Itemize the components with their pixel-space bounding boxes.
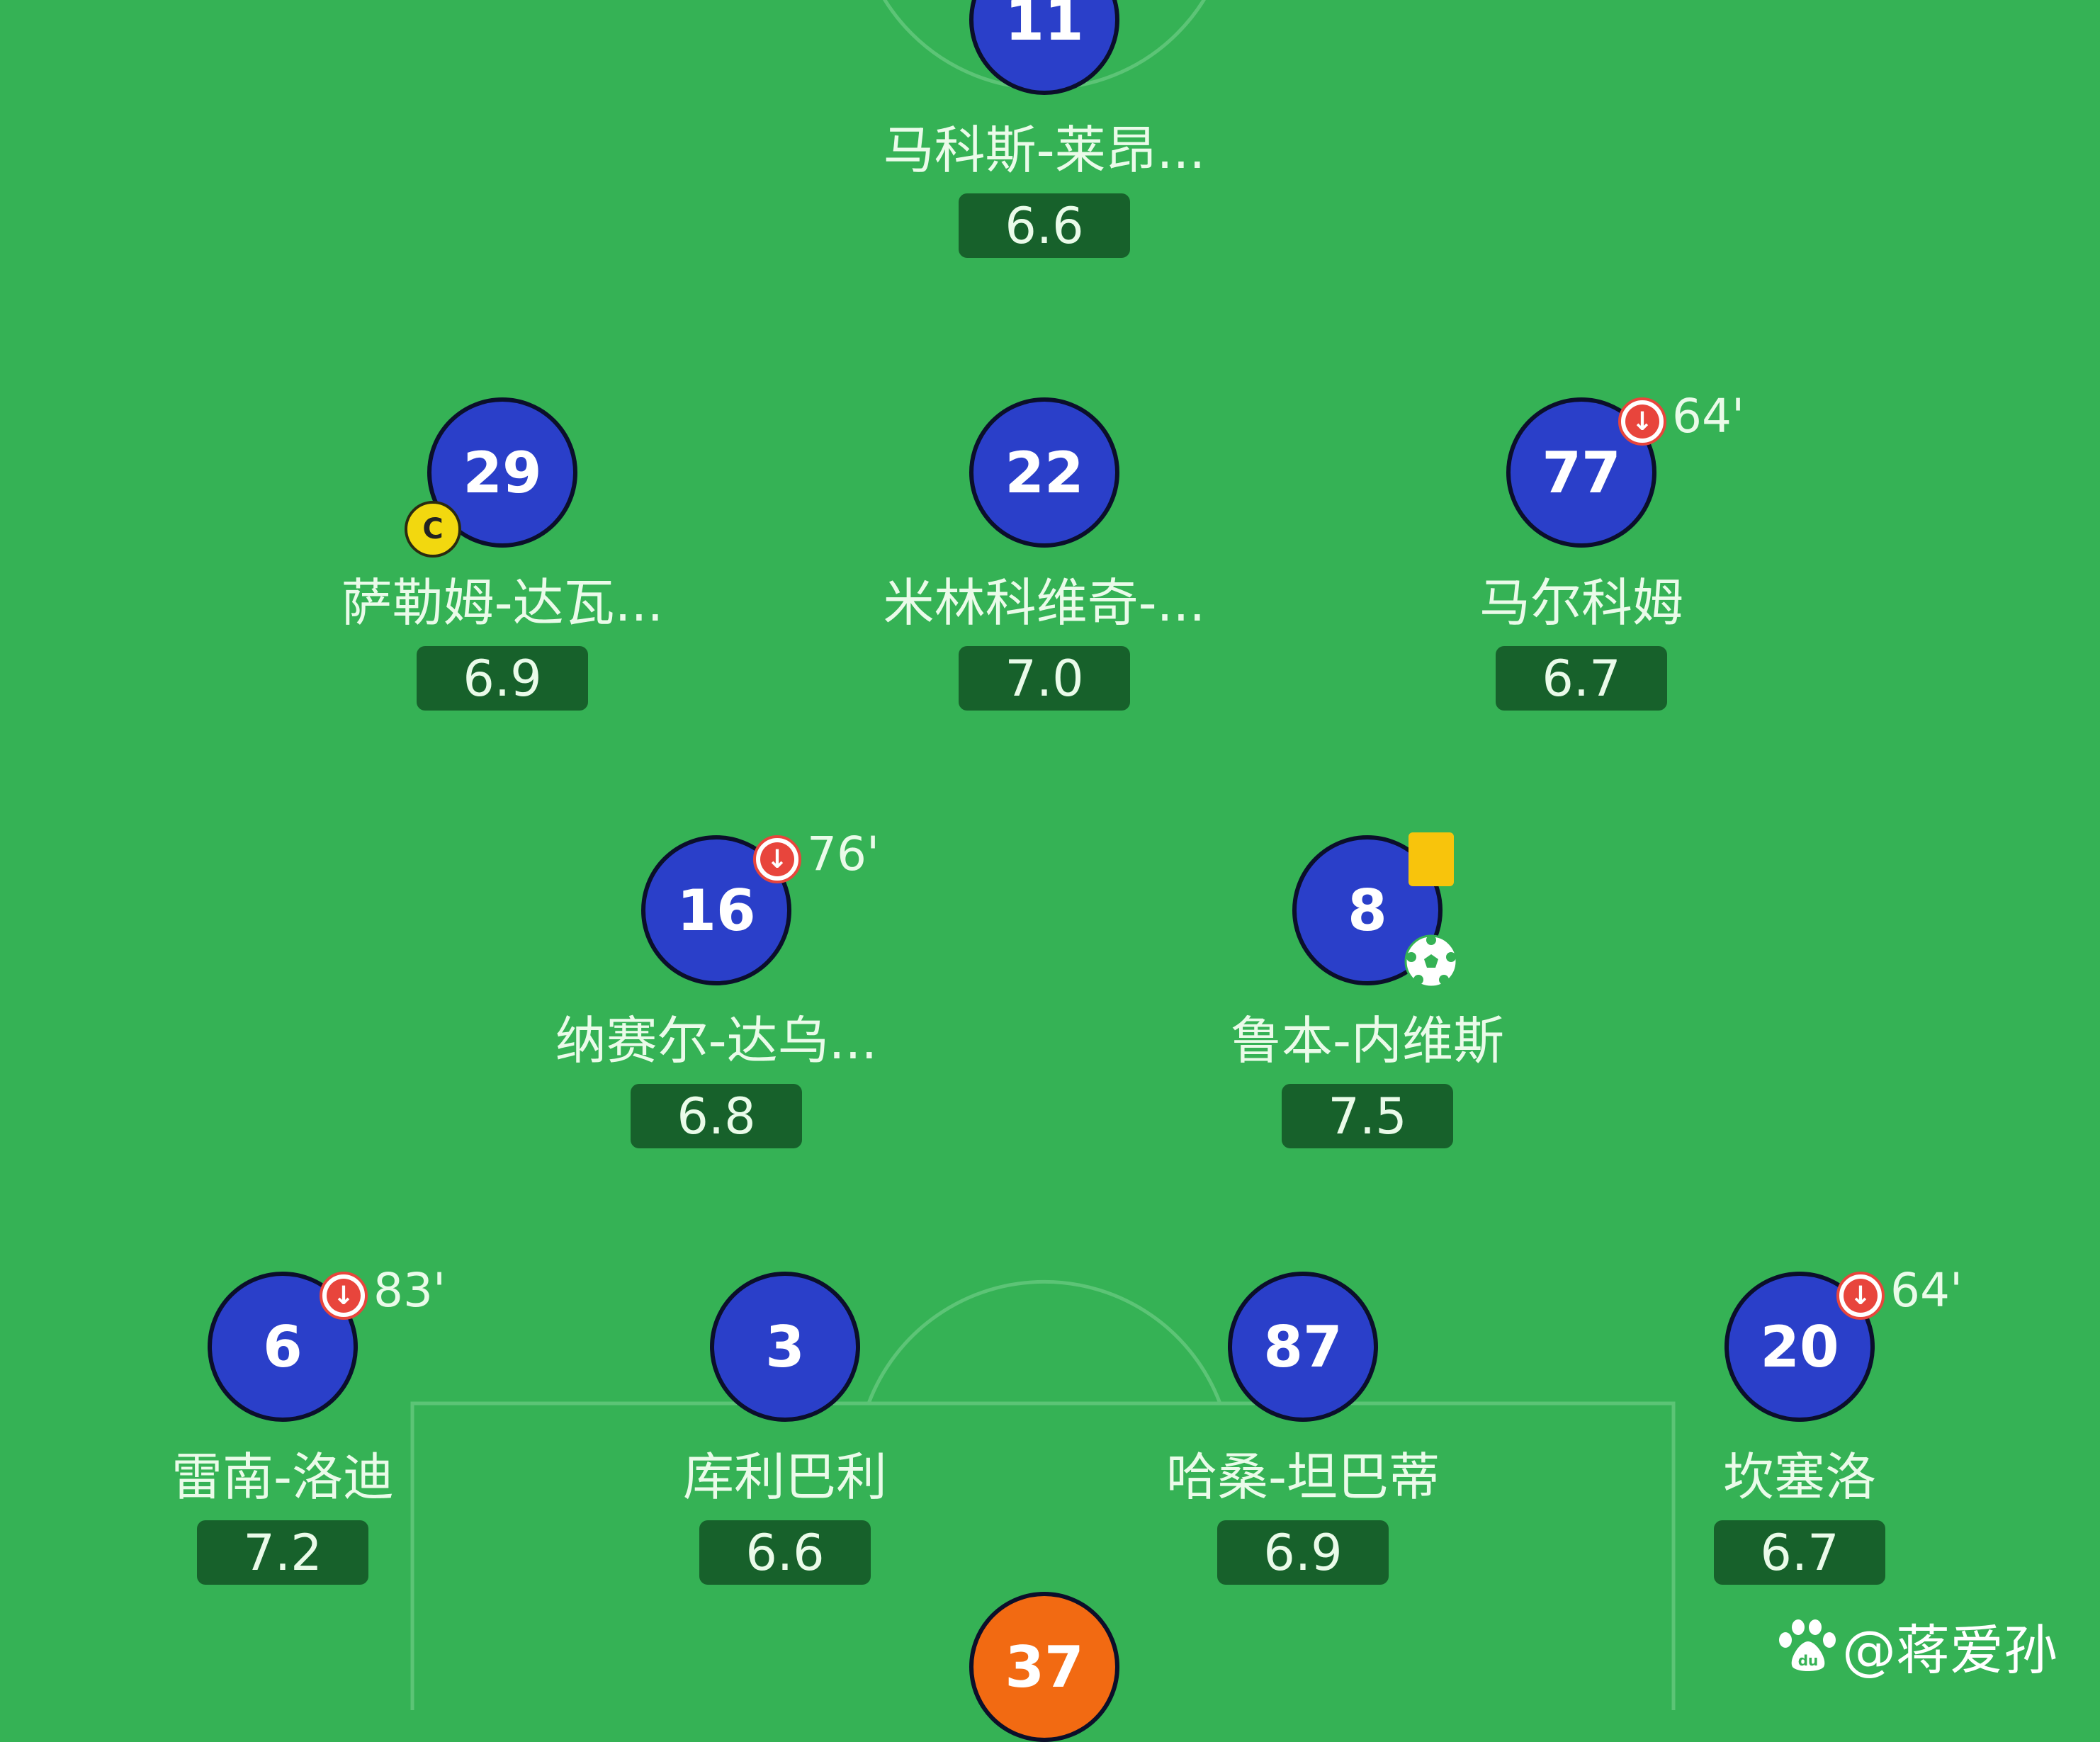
player-rating: 7.2 — [197, 1520, 368, 1585]
substitution-time: 76' — [807, 827, 880, 881]
substitution-out-icon: ↓ — [753, 835, 801, 883]
substitution-out-icon: ↓ — [1836, 1272, 1885, 1320]
substitution-time: 83' — [373, 1263, 446, 1318]
watermark-text: @蒋爱孙 — [1842, 1619, 2057, 1682]
player-rating: 6.9 — [417, 646, 588, 711]
player-rating: 6.6 — [699, 1520, 871, 1585]
player-name: 萨勒姆-达瓦... — [341, 573, 664, 633]
penalty-arc — [866, 1279, 1222, 1404]
player-number-disc[interactable]: 37 — [969, 1592, 1119, 1742]
player-name: 米林科维奇-... — [883, 573, 1206, 633]
player-number-disc[interactable]: 16 — [641, 835, 791, 985]
player-name: 马科斯-莱昂... — [883, 120, 1206, 180]
player-name: 马尔科姆 — [1479, 573, 1683, 633]
player-number-disc[interactable]: 29 — [427, 397, 577, 548]
svg-text:du: du — [1798, 1652, 1819, 1669]
player-name: 哈桑-坦巴蒂 — [1166, 1447, 1440, 1507]
captain-badge-icon: C — [405, 501, 461, 558]
penalty-box — [410, 1401, 1676, 1710]
player-name: 鲁本-内维斯 — [1231, 1011, 1504, 1070]
player-name: 库利巴利 — [682, 1447, 887, 1507]
player-rating: 7.5 — [1282, 1084, 1453, 1148]
yellow-card-icon — [1409, 832, 1454, 886]
substitution-time: 64' — [1672, 389, 1745, 443]
player-name: 纳赛尔-达乌... — [555, 1011, 878, 1070]
substitution-out-icon: ↓ — [320, 1272, 368, 1320]
player-rating: 6.8 — [631, 1084, 802, 1148]
player-name: 坎塞洛 — [1722, 1447, 1876, 1507]
baidu-paw-icon: du — [1779, 1619, 1836, 1671]
player-rating: 6.9 — [1217, 1520, 1389, 1585]
player-name: 雷南-洛迪 — [171, 1447, 394, 1507]
player-rating: 7.0 — [959, 646, 1130, 711]
substitution-out-icon: ↓ — [1618, 397, 1666, 446]
goal-ball-icon — [1404, 934, 1458, 988]
player-rating: 6.7 — [1496, 646, 1667, 711]
player-rating: 6.7 — [1714, 1520, 1885, 1585]
player-number-disc[interactable]: 3 — [710, 1272, 860, 1422]
player-number-disc[interactable]: 87 — [1228, 1272, 1378, 1422]
player-rating: 6.6 — [959, 193, 1130, 258]
substitution-time: 64' — [1890, 1263, 1963, 1318]
player-number-disc[interactable]: 22 — [969, 397, 1119, 548]
watermark: du @蒋爱孙 — [1778, 1607, 2057, 1685]
